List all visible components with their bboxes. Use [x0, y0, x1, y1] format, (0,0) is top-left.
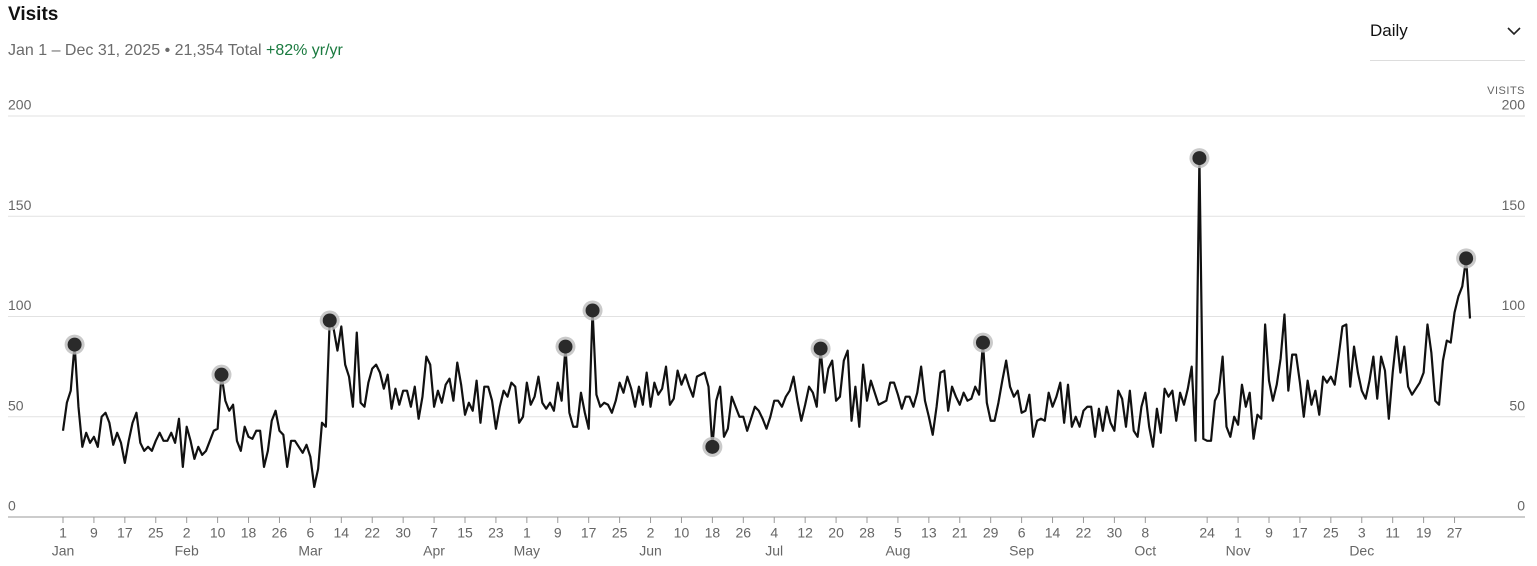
x-tick-label: 1: [59, 525, 67, 541]
y-tick-label-right: 0: [1517, 498, 1525, 514]
x-tick-label: 6: [1018, 525, 1026, 541]
period-label: Daily: [1370, 21, 1408, 40]
highlight-point: [1459, 251, 1474, 266]
month-label: Jun: [639, 543, 662, 559]
month-label: Jan: [52, 543, 75, 559]
x-tick-label: 28: [859, 525, 875, 541]
x-tick-label: 21: [952, 525, 968, 541]
x-tick-label: 5: [894, 525, 902, 541]
x-tick-label: 17: [1292, 525, 1308, 541]
y-axis-label: VISITS: [1487, 85, 1525, 97]
x-tick-label: 1: [1234, 525, 1242, 541]
highlight-point: [813, 341, 828, 356]
x-tick-label: 4: [770, 525, 778, 541]
x-tick-label: 17: [117, 525, 133, 541]
x-tick-label: 7: [430, 525, 438, 541]
x-tick-label: 14: [1045, 525, 1061, 541]
y-tick-label-right: 200: [1502, 97, 1526, 113]
month-label: Jul: [765, 543, 783, 559]
period-dropdown[interactable]: Daily: [1370, 12, 1525, 61]
x-tick-label: 15: [457, 525, 473, 541]
highlight-point: [214, 367, 229, 382]
x-tick-label: 13: [921, 525, 937, 541]
month-label: Sep: [1009, 543, 1034, 559]
x-tick-label: 8: [1141, 525, 1149, 541]
x-tick-label: 2: [647, 525, 655, 541]
x-tick-label: 25: [148, 525, 164, 541]
month-label: Feb: [175, 543, 199, 559]
x-tick-label: 26: [736, 525, 752, 541]
highlight-point: [705, 439, 720, 454]
separator: •: [164, 42, 171, 59]
highlight-point: [585, 303, 600, 318]
x-tick-label: 22: [1076, 525, 1092, 541]
x-tick-label: 30: [395, 525, 411, 541]
x-tick-label: 10: [210, 525, 226, 541]
x-tick-label: 26: [272, 525, 288, 541]
total: 21,354 Total: [174, 42, 262, 59]
x-tick-label: 10: [674, 525, 690, 541]
x-tick-label: 23: [488, 525, 504, 541]
highlight-point: [67, 337, 82, 352]
x-tick-label: 18: [705, 525, 721, 541]
month-label: Apr: [423, 543, 445, 559]
title: Visits: [8, 4, 59, 25]
month-label: Dec: [1349, 543, 1374, 559]
change: +82% yr/yr: [265, 42, 343, 59]
x-tick-label: 17: [581, 525, 597, 541]
y-tick-label: 100: [8, 297, 32, 313]
x-tick-label: 24: [1199, 525, 1215, 541]
x-tick-label: 9: [1265, 525, 1273, 541]
month-label: Oct: [1134, 543, 1156, 559]
y-tick-label: 0: [8, 498, 16, 514]
x-tick-label: 25: [612, 525, 628, 541]
x-tick-label: 22: [364, 525, 380, 541]
visits-line: [61, 157, 1472, 489]
y-tick-label-right: 150: [1502, 197, 1526, 213]
subtitle: Jan 1 – Dec 31, 2025 • 21,354 Total +82%…: [8, 42, 343, 60]
x-tick-label: 27: [1447, 525, 1463, 541]
highlight-point: [975, 335, 990, 350]
x-tick-label: 30: [1107, 525, 1123, 541]
y-tick-label: 200: [8, 97, 32, 113]
highlight-point: [1192, 151, 1207, 166]
date-range: Jan 1 – Dec 31, 2025: [8, 42, 161, 59]
x-tick-label: 2: [183, 525, 191, 541]
x-tick-label: 18: [241, 525, 257, 541]
y-tick-label-right: 100: [1502, 297, 1526, 313]
x-tick-label: 19: [1416, 525, 1432, 541]
highlight-point: [322, 313, 337, 328]
month-label: May: [514, 543, 540, 559]
x-tick-label: 20: [828, 525, 844, 541]
x-tick-label: 3: [1358, 525, 1366, 541]
x-tick-label: 11: [1385, 525, 1400, 541]
x-tick-label: 25: [1323, 525, 1339, 541]
chevron: [1507, 27, 1521, 36]
highlight-point: [558, 339, 573, 354]
x-tick-label: 1: [523, 525, 531, 541]
x-tick-label: 29: [983, 525, 999, 541]
month-label: Aug: [885, 543, 910, 559]
x-tick-label: 14: [334, 525, 350, 541]
y-tick-label: 150: [8, 197, 32, 213]
x-tick-label: 12: [797, 525, 813, 541]
month-label: Nov: [1226, 543, 1251, 559]
y-tick-label-right: 50: [1509, 397, 1525, 413]
x-tick-label: 9: [90, 525, 98, 541]
x-tick-label: 6: [306, 525, 314, 541]
month-label: Mar: [298, 543, 322, 559]
y-tick-label: 50: [8, 397, 24, 413]
x-tick-label: 9: [554, 525, 562, 541]
